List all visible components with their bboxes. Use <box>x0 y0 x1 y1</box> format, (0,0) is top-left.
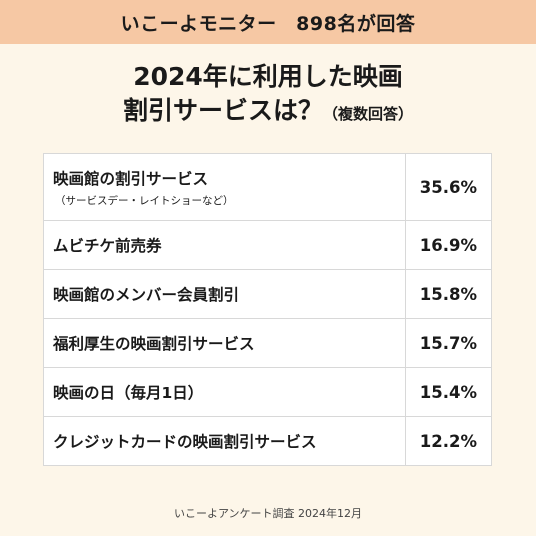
row-value: 15.7% <box>406 319 492 367</box>
row-value: 12.2% <box>406 417 492 465</box>
header-text: いこーよモニター 898名が回答 <box>120 12 416 35</box>
title-note: （複数回答） <box>323 105 414 123</box>
row-label-cell: 映画の日（毎月1日） <box>44 368 406 416</box>
row-label-cell: 福利厚生の映画割引サービス <box>44 319 406 367</box>
row-label-cell: クレジットカードの映画割引サービス <box>44 417 406 465</box>
table-row: ムビチケ前売券 16.9% <box>44 221 492 270</box>
row-value: 16.9% <box>406 221 492 269</box>
row-label-cell: 映画館のメンバー会員割引 <box>44 270 406 318</box>
row-value: 15.8% <box>406 270 492 318</box>
table-row: 映画館の割引サービス （サービスデー・レイトショーなど） 35.6% <box>44 154 492 221</box>
results-table: 映画館の割引サービス （サービスデー・レイトショーなど） 35.6% ムビチケ前… <box>43 153 492 466</box>
footer-source: いこーよアンケート調査 2024年12月 <box>173 507 363 520</box>
row-value: 35.6% <box>406 154 492 220</box>
row-label: 福利厚生の映画割引サービス <box>53 335 255 353</box>
row-sublabel: （サービスデー・レイトショーなど） <box>55 194 234 207</box>
row-label: クレジットカードの映画割引サービス <box>53 433 317 451</box>
page-title: 2024年に利用した映画 割引サービスは？（複数回答） <box>0 60 536 131</box>
row-label: 映画の日（毎月1日） <box>53 384 204 402</box>
table-row: 映画館のメンバー会員割引 15.8% <box>44 270 492 319</box>
row-label-cell: ムビチケ前売券 <box>44 221 406 269</box>
title-line-2-main: 割引サービスは？ <box>122 96 323 125</box>
row-label: 映画館の割引サービス <box>53 169 209 188</box>
row-value: 15.4% <box>406 368 492 416</box>
table-row: クレジットカードの映画割引サービス 12.2% <box>44 417 492 466</box>
table-row: 福利厚生の映画割引サービス 15.7% <box>44 319 492 368</box>
title-line-2: 割引サービスは？（複数回答） <box>0 94 536 131</box>
row-label: 映画館のメンバー会員割引 <box>53 286 240 304</box>
row-label: ムビチケ前売券 <box>53 237 162 255</box>
row-label-cell: 映画館の割引サービス （サービスデー・レイトショーなど） <box>44 154 406 220</box>
header-banner: いこーよモニター 898名が回答 <box>0 0 536 44</box>
title-line-1: 2024年に利用した映画 <box>133 62 403 91</box>
table-row: 映画の日（毎月1日） 15.4% <box>44 368 492 417</box>
